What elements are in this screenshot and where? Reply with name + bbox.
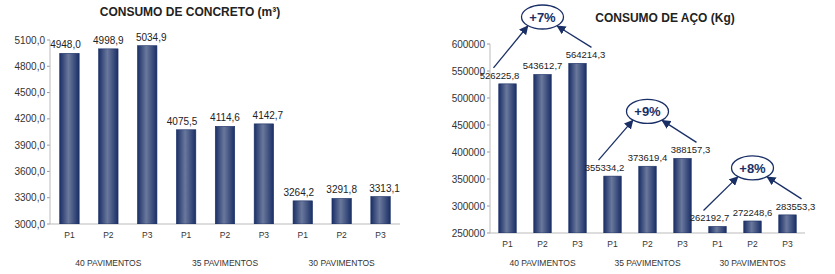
x-tick-label: P3 [375, 230, 386, 240]
bar [371, 197, 390, 224]
y-tick-label: 3600,0 [14, 166, 45, 177]
y-tick-label: 450000 [452, 120, 486, 131]
x-tick-label: P3 [572, 239, 583, 249]
y-tick-label: 4500,0 [14, 87, 45, 98]
annotation-arrow [767, 177, 801, 199]
bar [60, 53, 79, 224]
data-label: 355334,2 [585, 162, 625, 173]
group-label: 30 PAVIMENTOS [719, 258, 785, 268]
y-tick-label: 250000 [452, 228, 486, 239]
y-tick-label: 3300,0 [14, 192, 45, 203]
bar [569, 63, 587, 233]
annotation-arrow [704, 177, 738, 211]
x-tick-label: P2 [537, 239, 548, 249]
data-label: 564214,3 [566, 49, 606, 60]
y-axis [50, 40, 51, 224]
annotation-ellipse [732, 156, 774, 180]
y-tick-label: 500000 [452, 93, 486, 104]
data-label: 5034,9 [136, 32, 167, 43]
x-tick-label: P1 [64, 230, 75, 240]
data-label: 3313,1 [369, 183, 400, 194]
chart: CONSUMO DE CONCRETO (m³) 3000,0 3300,0 3600… [14, 5, 400, 268]
data-label: 4114,6 [210, 112, 240, 123]
group-label: 40 PAVIMENTOS [509, 258, 575, 268]
data-label: 4998,9 [93, 35, 124, 46]
background [0, 0, 835, 274]
x-tick-label: P2 [747, 239, 758, 249]
bar [779, 215, 797, 233]
y-tick-label: 300000 [452, 201, 486, 212]
y-tick-label: 4800,0 [14, 61, 45, 72]
y-tick-label: 400000 [452, 147, 486, 158]
bar [254, 124, 273, 224]
data-label: 272248,6 [733, 207, 773, 218]
y-tick-label: 4200,0 [14, 113, 45, 124]
bar [674, 158, 692, 233]
annotation: +9% [634, 104, 661, 119]
data-label: 262192,7 [690, 212, 730, 223]
x-tick-label: P3 [782, 239, 793, 249]
x-tick-label: P1 [502, 239, 513, 249]
bar [215, 126, 234, 224]
bar [709, 226, 727, 233]
bar [604, 176, 622, 233]
data-label: 543612,7 [523, 60, 563, 71]
bar [293, 201, 312, 224]
bar [332, 198, 351, 224]
annotation-arrow [662, 120, 696, 142]
bar [639, 166, 657, 233]
x-tick-label: P1 [181, 230, 192, 240]
data-label: 4142,7 [253, 110, 284, 121]
title: CONSUMO DE AÇO (Kg) [595, 11, 735, 25]
data-label: 526225,8 [480, 70, 520, 81]
bars [499, 63, 797, 233]
annotation: +7% [529, 10, 556, 25]
annotation: +8% [739, 161, 766, 176]
bar [499, 84, 517, 233]
bar [534, 74, 552, 233]
y-tick-label: 5100,0 [14, 35, 45, 46]
annotation-arrow [494, 26, 528, 68]
x-tick-label: P1 [712, 239, 723, 249]
annotation-arrow [557, 26, 591, 47]
data-label: 3264,2 [283, 187, 314, 198]
group-label: 35 PAVIMENTOS [192, 258, 258, 268]
x-tick-label: P2 [642, 239, 653, 249]
title: CONSUMO DE CONCRETO (m³) [100, 5, 280, 19]
y-tick-label: 350000 [452, 174, 486, 185]
data-label: 388157,3 [671, 144, 711, 155]
bar [138, 46, 157, 224]
data-label: 3291,8 [326, 184, 357, 195]
data-label: 373619,4 [628, 152, 668, 163]
annotation-ellipse [522, 5, 564, 29]
group-label: 35 PAVIMENTOS [614, 258, 680, 268]
bars [60, 46, 391, 224]
bar [99, 49, 118, 224]
y-tick-label: 3900,0 [14, 140, 45, 151]
x-tick-label: P2 [336, 230, 347, 240]
x-tick-label: P3 [259, 230, 270, 240]
y-tick-label: 600000 [452, 39, 486, 50]
group-label: 40 PAVIMENTOS [75, 258, 141, 268]
y-tick-label: 3000,0 [14, 219, 45, 230]
chart: CONSUMO DE AÇO (Kg) 250000 300000 350000 400… [452, 5, 816, 268]
data-label: 4948,0 [50, 39, 81, 50]
x-tick-label: P2 [220, 230, 231, 240]
annotation-ellipse [627, 99, 669, 123]
x-tick-label: P2 [103, 230, 114, 240]
bar [176, 130, 195, 224]
x-tick-label: P1 [298, 230, 309, 240]
figure: CONSUMO DE CONCRETO (m³) 3000,0 3300,0 3600… [0, 0, 835, 274]
data-label: 4075,5 [167, 116, 198, 127]
bar [744, 221, 762, 233]
annotation-arrow [599, 120, 633, 160]
x-tick-label: P3 [142, 230, 153, 240]
x-tick-label: P1 [607, 239, 618, 249]
data-label: 283553,3 [776, 201, 816, 212]
group-label: 30 PAVIMENTOS [309, 258, 375, 268]
x-tick-label: P3 [677, 239, 688, 249]
